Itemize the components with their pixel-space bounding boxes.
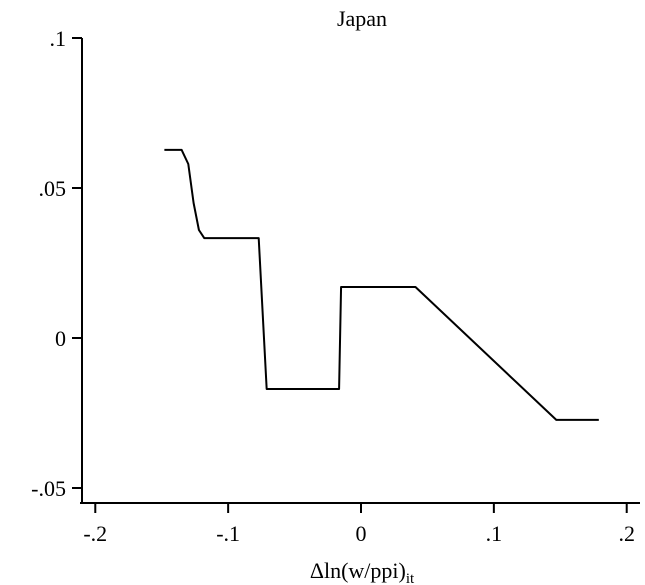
y-tick-label: .1: [50, 26, 67, 51]
y-tick-label: 0: [55, 326, 66, 351]
x-axis-label: Δln(w/ppi)it: [310, 558, 415, 585]
x-tick-label: -.2: [83, 521, 107, 546]
x-tick-label: .1: [486, 521, 503, 546]
chart-title: Japan: [337, 6, 387, 31]
x-tick-label: .2: [618, 521, 635, 546]
y-tick-label: -.05: [31, 476, 66, 501]
x-tick-label: -.1: [216, 521, 240, 546]
data-line: [164, 148, 599, 421]
x-label-subscript: it: [406, 571, 415, 585]
x-label-main: Δln(w/ppi): [310, 558, 406, 583]
x-tick-label: 0: [356, 521, 367, 546]
y-tick-label: .05: [39, 176, 67, 201]
